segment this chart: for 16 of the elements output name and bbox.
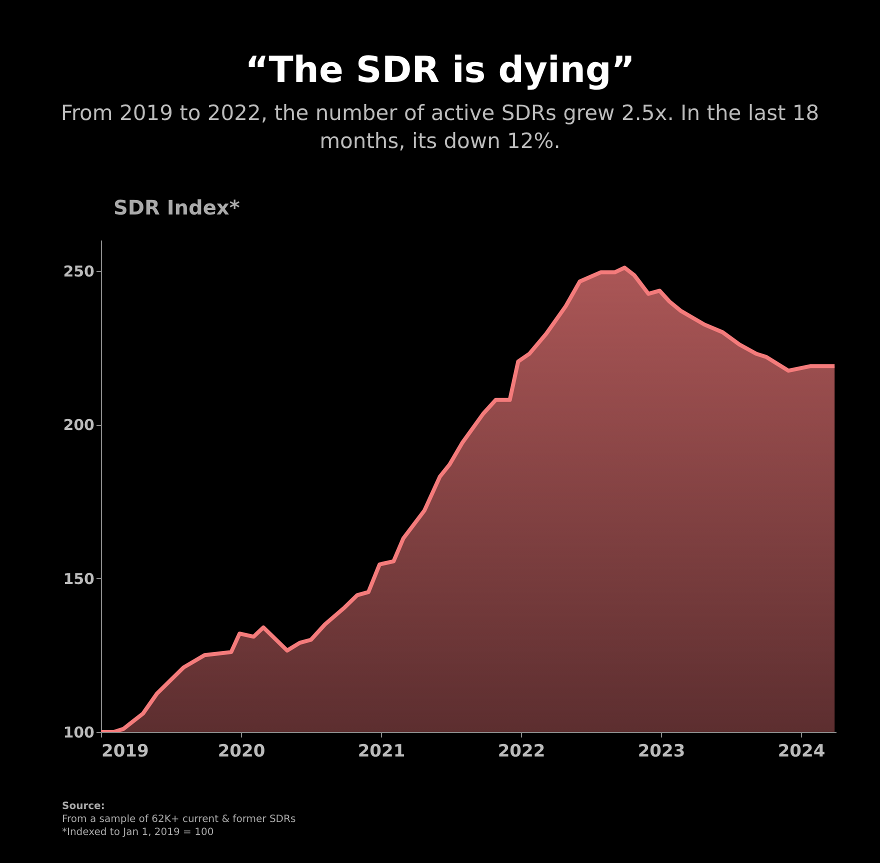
y-tick-label: 100 <box>63 724 94 742</box>
chart-title: “The SDR is dying” <box>244 50 636 91</box>
x-tick-label: 2021 <box>358 742 406 762</box>
x-tick-label: 2020 <box>218 742 266 762</box>
chart-subtitle: From 2019 to 2022, the number of active SDRs grew 2.5x. In the last 18 months, its down 12%. <box>60 100 820 155</box>
source-note: Source: <box>62 800 106 813</box>
x-tick-label: 2023 <box>638 742 686 762</box>
y-tick-label: 250 <box>63 262 94 280</box>
x-tick-label: 2019 <box>102 742 149 762</box>
x-tick-label: 2022 <box>498 742 546 762</box>
y-axis-title: SDR Index* <box>114 196 240 220</box>
y-tick-label: 200 <box>63 416 94 434</box>
y-tick-label: 150 <box>63 570 94 588</box>
text: From a sample of 62K+ current & former SDRs <box>62 813 296 826</box>
text: *Indexed to Jan 1, 2019 = 100 <box>62 826 215 839</box>
x-tick-label: 2024 <box>778 742 826 762</box>
